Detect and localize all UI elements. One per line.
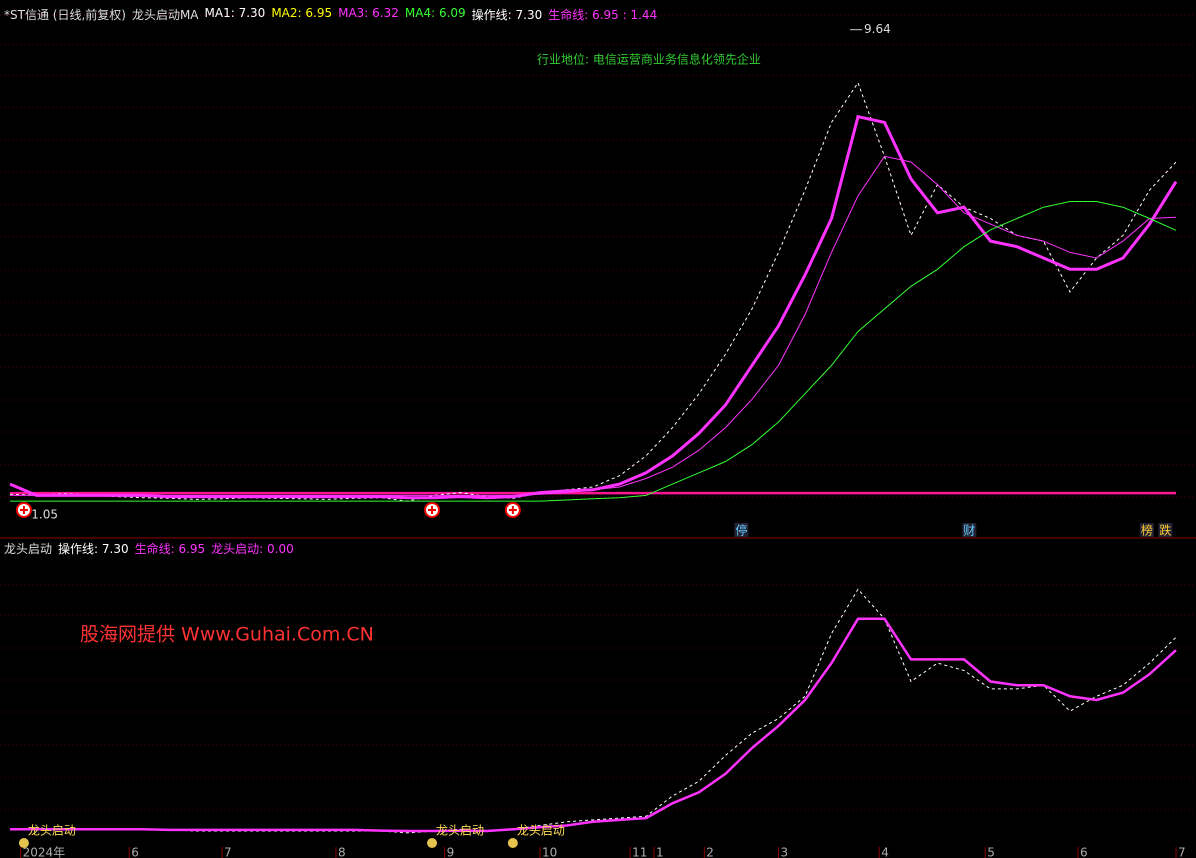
legend-label: MA1: bbox=[204, 6, 239, 20]
event: 停 bbox=[734, 523, 749, 538]
legend-value: 6.95 bbox=[305, 6, 333, 20]
legend-value: 7.30 bbox=[101, 542, 129, 556]
x-tick-label: 2 bbox=[706, 846, 714, 858]
legend-value: 6.95 : 1.44 bbox=[592, 8, 658, 22]
x-tick-label: 6 bbox=[1080, 846, 1088, 858]
legend-item: 操作线: 7.30 bbox=[58, 540, 129, 557]
high-label: 9.64 bbox=[864, 22, 891, 36]
legend-value: 6.32 bbox=[372, 6, 399, 20]
x-tick-label: 8 bbox=[338, 846, 346, 858]
indicator: 龙头启动MA bbox=[131, 8, 199, 22]
event-box bbox=[962, 523, 977, 537]
x-tick-label: 1 bbox=[656, 846, 664, 858]
legend-value: 6.09 bbox=[438, 6, 466, 20]
buy-marker-cross bbox=[508, 506, 517, 514]
event-label: 财 bbox=[963, 524, 975, 538]
signal-icon bbox=[427, 838, 438, 848]
signal: 龙头启动 bbox=[18, 824, 76, 848]
legend-item: 生命线: 6.95 : 1.44 bbox=[548, 6, 657, 23]
signal-icon bbox=[507, 838, 518, 848]
legend-item: MA3: 6.32 bbox=[338, 6, 399, 23]
legend-label: 操作线: bbox=[58, 542, 102, 556]
legend-label: MA3: bbox=[338, 6, 373, 20]
event-box bbox=[1158, 523, 1173, 537]
legend-item: 生命线: 6.95 bbox=[135, 540, 206, 557]
legend-value: 7.30 bbox=[238, 6, 266, 20]
x-tick-label: 10 bbox=[542, 846, 557, 858]
event: 跌 bbox=[1158, 523, 1173, 538]
series-line bbox=[10, 201, 1177, 502]
event: 财 bbox=[962, 523, 977, 538]
legend-item: 操作线: 7.30 bbox=[472, 6, 543, 23]
industry-note: 行业地位: 电信运营商业务信息化领先企业 bbox=[537, 52, 761, 67]
x-tick-label: 7 bbox=[1178, 846, 1186, 858]
x-tick-label: 7 bbox=[224, 846, 232, 858]
x-tick-label: 3 bbox=[781, 846, 789, 858]
event-label: 跌 bbox=[1159, 523, 1171, 538]
x-tick-label: 5 bbox=[987, 846, 995, 858]
legend-item: 龙头启动: 0.00 bbox=[211, 540, 294, 557]
signal-label: 龙头启动 bbox=[436, 824, 484, 838]
event-box bbox=[734, 523, 749, 537]
buy-marker-cross bbox=[19, 506, 28, 514]
x-tick-label: 4 bbox=[881, 846, 889, 858]
x-tick-label: 9 bbox=[447, 846, 455, 858]
event-label: 停 bbox=[735, 523, 747, 538]
event-label: 榜 bbox=[1141, 523, 1153, 538]
legend-value: 6.95 bbox=[178, 542, 206, 556]
low-label: 1.05 bbox=[31, 508, 58, 522]
series-line bbox=[10, 617, 1177, 833]
legend-label: 生命线: bbox=[548, 8, 593, 22]
top-header: *ST信通 (日线,前复权) 龙头启动MA MA1: 7.30 MA2: 6.95 M… bbox=[4, 6, 657, 23]
signal-icon bbox=[18, 838, 29, 848]
legend-label: 生命线: bbox=[134, 542, 179, 556]
lower-title: 龙头启动 bbox=[4, 542, 53, 556]
legend-item: MA2: 6.95 bbox=[271, 6, 332, 23]
title: *ST信通 (日线,前复权) bbox=[4, 8, 126, 22]
legend-value: 0.00 bbox=[267, 542, 294, 556]
legend-item: MA1: 7.30 bbox=[205, 6, 266, 23]
x-tick-label: 11 bbox=[632, 846, 647, 858]
legend-item: MA4: 6.09 bbox=[405, 6, 466, 23]
event-box bbox=[1139, 523, 1154, 537]
series-line bbox=[10, 155, 1177, 496]
event: 榜 bbox=[1139, 523, 1154, 538]
signal: 龙头启动 bbox=[427, 824, 484, 848]
signal-label: 龙头启动 bbox=[517, 824, 565, 838]
series-line bbox=[9, 81, 1177, 502]
buy-marker-cross bbox=[428, 506, 437, 514]
legend-value: 7.30 bbox=[515, 8, 543, 22]
legend-label: MA4: bbox=[404, 6, 439, 20]
legend-label: 龙头启动: bbox=[211, 542, 268, 556]
watermark: 股海网提供 Www.Guhai.Com.CN bbox=[80, 624, 374, 646]
legend-label: 操作线: bbox=[471, 8, 516, 22]
signal-label: 龙头启动 bbox=[28, 824, 76, 838]
x-tick-label: 2024年 bbox=[23, 846, 66, 858]
lower-header: 龙头启动 操作线: 7.30 生命线: 6.95 龙头启动: 0.00 bbox=[4, 540, 294, 557]
x-tick-label: 6 bbox=[131, 846, 139, 858]
signal: 龙头启动 bbox=[507, 824, 565, 848]
legend-label: MA2: bbox=[271, 6, 306, 20]
